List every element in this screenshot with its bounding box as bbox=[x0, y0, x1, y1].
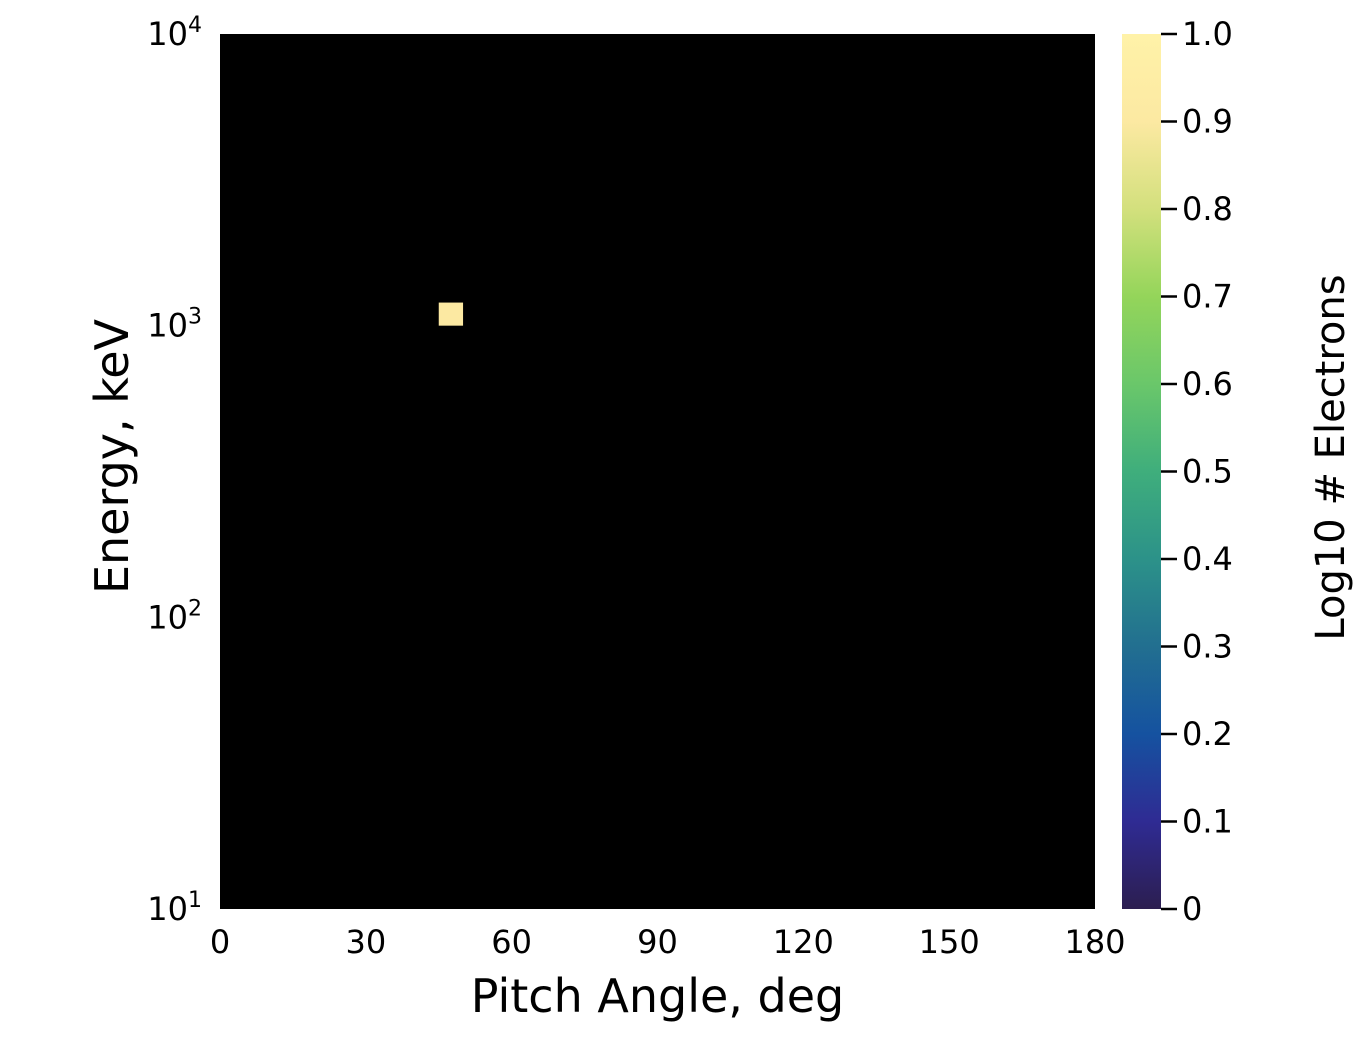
x-tick-label: 60 bbox=[491, 923, 532, 961]
x-tick-label: 90 bbox=[637, 923, 678, 961]
heatmap-cell bbox=[438, 302, 464, 326]
x-tick-label: 120 bbox=[773, 923, 834, 961]
y-axis-ticks: 101 102 103 104 bbox=[147, 13, 202, 928]
colorbar-tick-label: 0.6 bbox=[1182, 365, 1233, 403]
colorbar-tick-label: 0.3 bbox=[1182, 628, 1233, 666]
x-axis-title: Pitch Angle, deg bbox=[471, 969, 844, 1023]
x-tick-label: 150 bbox=[919, 923, 980, 961]
colorbar-tick-label: 0.9 bbox=[1182, 103, 1233, 141]
heatmap-cells bbox=[438, 302, 464, 326]
y-tick-label: 102 bbox=[147, 596, 202, 636]
colorbar-title: Log10 # Electrons bbox=[1308, 274, 1354, 640]
colorbar-tick-label: 0.1 bbox=[1182, 803, 1233, 841]
colorbar-tick-label: 0.8 bbox=[1182, 190, 1233, 228]
colorbar-tick-label: 0.2 bbox=[1182, 715, 1233, 753]
colorbar-tick-label: 0.7 bbox=[1182, 278, 1233, 316]
colorbar-tick-label: 1.0 bbox=[1182, 15, 1233, 53]
colorbar bbox=[1122, 34, 1161, 909]
colorbar-tick-label: 0.5 bbox=[1182, 453, 1233, 491]
x-tick-label: 0 bbox=[210, 923, 230, 961]
y-tick-label: 101 bbox=[147, 888, 202, 928]
y-axis-title: Energy, keV bbox=[85, 318, 139, 594]
x-axis-ticks: 0 30 60 90 120 150 180 bbox=[210, 923, 1126, 961]
colorbar-ticks: 0 0.1 0.2 0.3 0.4 0.5 0.6 0.7 0.8 0.9 1.0 bbox=[1161, 15, 1233, 928]
plot-area bbox=[220, 34, 1095, 909]
y-tick-label: 104 bbox=[147, 13, 202, 53]
x-tick-label: 30 bbox=[345, 923, 386, 961]
y-tick-label: 103 bbox=[147, 305, 202, 345]
x-tick-label: 180 bbox=[1064, 923, 1125, 961]
colorbar-tick-label: 0.4 bbox=[1182, 540, 1233, 578]
colorbar-tick-label: 0 bbox=[1182, 890, 1202, 928]
